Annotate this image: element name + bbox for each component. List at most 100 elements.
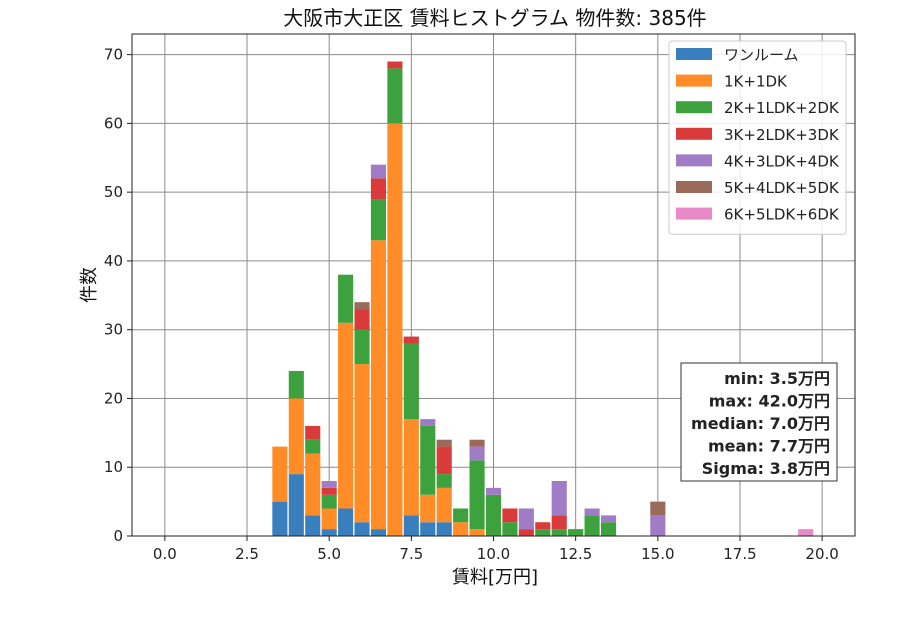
y-tick-label: 0 [113,527,123,545]
bar-segment [321,494,337,509]
bar-segment [551,480,567,516]
bar-segment [798,529,814,536]
x-tick-label: 17.5 [723,545,756,563]
legend-swatch [676,101,712,114]
y-axis-ticks: 0 10 20 30 40 50 60 70 [104,46,132,545]
bar-segment [354,329,370,365]
bar-segment [370,199,387,241]
bar-segment [485,494,502,536]
bar-segment [387,61,403,69]
legend-swatch [676,181,712,193]
x-axis-ticks: 0.0 2.5 5.0 7.5 10.0 12.5 15.0 17.5 20.0 [153,536,839,563]
bar-segment [370,178,387,200]
y-tick-label: 10 [104,458,123,476]
bar-segment [305,439,321,454]
bar-segment [568,529,584,536]
x-tick-label: 0.0 [153,545,177,563]
bar-segment [420,494,436,523]
bar-segment [469,460,485,530]
bar-segment [321,508,337,530]
y-tick-label: 50 [104,183,123,201]
bar-segment [288,370,304,399]
bar-segment [387,123,403,536]
bar-segment [354,522,370,536]
bar-segment [288,398,304,475]
x-tick-label: 5.0 [317,545,341,563]
legend-swatch [676,74,712,87]
stats-box: min: 3.5万円 max: 42.0万円 median: 7.0万円 mean: … [680,362,838,482]
bar-segment [469,439,485,447]
bar-segment [370,529,387,536]
bar-segment [600,515,617,523]
x-axis-label: 賃料[万円] [452,567,538,588]
bar-segment [535,522,551,530]
bar-segment [387,68,403,124]
legend-label: 3K+2LDK+3DK [724,126,840,144]
legend-label: 4K+3LDK+4DK [724,152,840,170]
bar-segment [272,446,288,502]
legend-box [668,40,847,235]
bar-segment [272,501,288,536]
bar-segment [321,487,337,495]
legend-swatch [676,207,712,220]
bars-group [272,61,814,536]
y-tick-label: 20 [104,389,123,407]
x-tick-label: 12.5 [559,545,592,563]
x-tick-label: 7.5 [399,545,423,563]
stats-line: max: 42.0万円 [709,392,830,411]
stats-line: Sigma: 3.8万円 [702,459,830,478]
legend-label: ワンルーム [724,46,799,64]
bar-segment [403,336,419,344]
legend-label: 5K+4LDK+5DK [724,179,840,197]
bar-segment [321,529,337,536]
bar-segment [551,529,567,536]
bar-segment [338,322,354,509]
bar-segment [551,515,567,530]
bar-segment [584,515,600,536]
bar-segment [436,487,452,523]
bar-segment [354,364,370,523]
bar-segment [354,302,370,310]
legend-label: 1K+1DK [724,73,788,91]
y-tick-label: 30 [104,321,123,339]
bar-segment [436,522,452,536]
bar-segment [370,164,387,179]
y-tick-label: 70 [104,46,123,64]
bar-segment [338,508,354,536]
bar-segment [469,529,485,536]
bar-segment [518,508,534,530]
bar-segment [453,522,469,536]
x-tick-label: 15.0 [641,545,674,563]
bar-segment [403,515,419,536]
bar-segment [354,309,370,330]
bar-segment [469,446,485,461]
chart-title: 大阪市大正区 賃料ヒストグラム 物件数: 385件 [283,6,706,30]
legend: ワンルーム 1K+1DK 2K+1LDK+2DK 3K+2LDK+3DK 4K+3LDK… [668,40,847,235]
bar-segment [535,529,551,536]
grid-lines [132,34,855,537]
bar-segment [650,515,666,536]
x-tick-label: 2.5 [235,545,259,563]
bar-segment [420,419,436,426]
legend-label: 6K+5LDK+6DK [724,206,840,224]
bar-segment [485,487,502,495]
legend-swatch [676,154,712,167]
bar-segment [305,515,321,536]
bar-segment [305,425,321,440]
stats-line: median: 7.0万円 [691,414,830,433]
bar-segment [403,419,419,516]
legend-label: 2K+1LDK+2DK [724,99,840,117]
x-tick-label: 10.0 [477,545,510,563]
bar-segment [600,522,617,536]
legend-swatch [676,127,712,140]
bar-segment [305,453,321,516]
bar-segment [650,501,666,516]
y-tick-label: 60 [104,114,123,132]
legend-swatch [676,48,712,60]
bar-segment [436,439,452,447]
y-tick-label: 40 [104,252,123,270]
bar-segment [502,522,518,536]
bar-segment [288,474,304,536]
bar-segment [584,508,600,516]
